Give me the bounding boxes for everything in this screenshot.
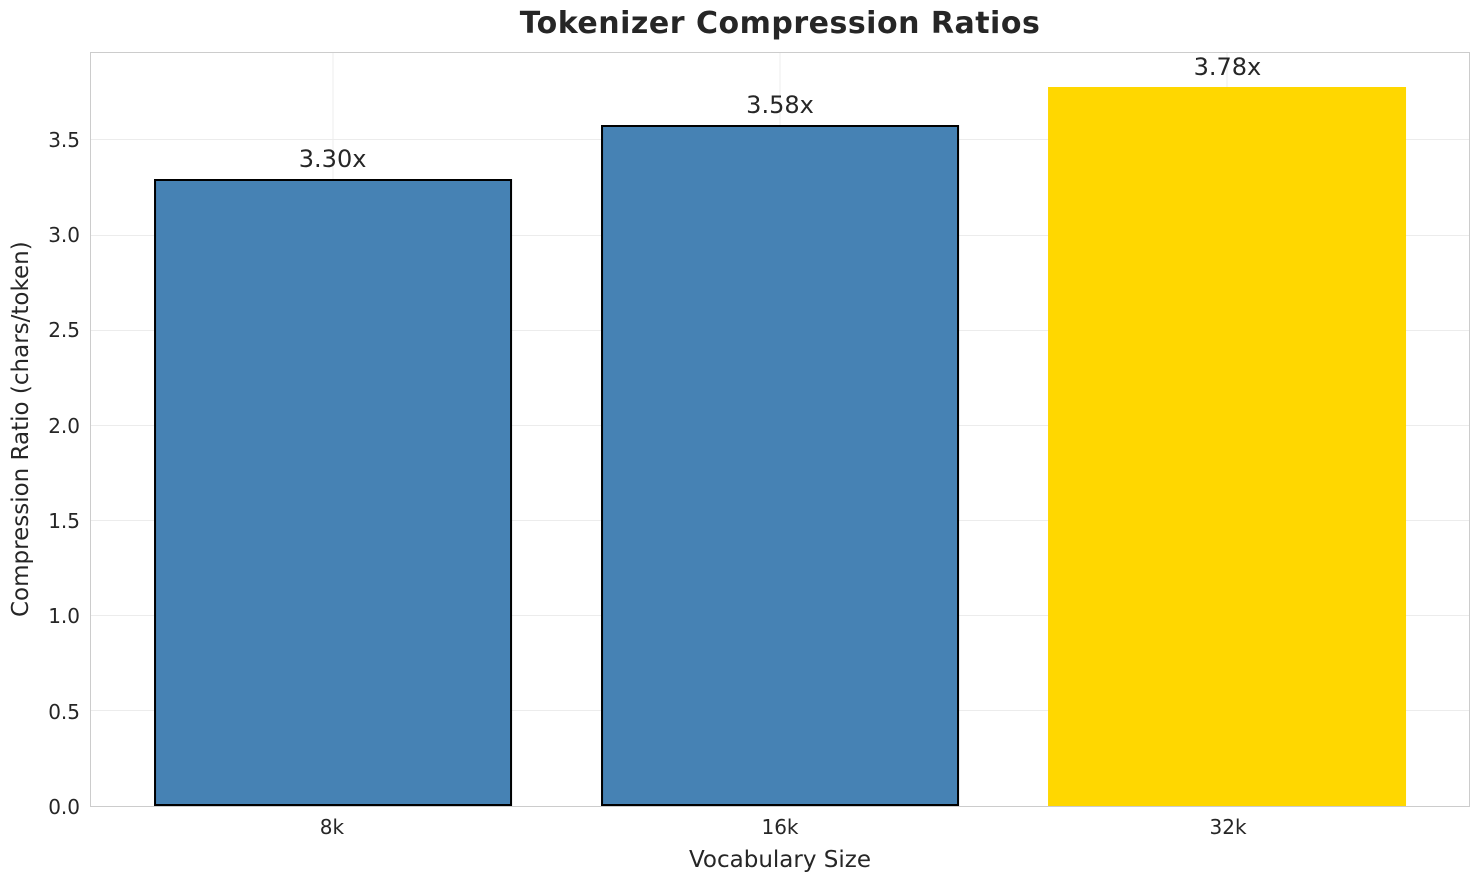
x-axis-label: Vocabulary Size: [688, 847, 871, 873]
y-tick-label: 2.5: [48, 318, 80, 343]
bar-16k: [601, 125, 959, 806]
y-tick-label: 0.5: [48, 699, 80, 724]
y-tick-label: 1.0: [48, 604, 80, 629]
bar-8k: [153, 178, 512, 806]
x-tick-label: 8k: [319, 815, 345, 839]
y-tick-label: 2.0: [48, 413, 80, 438]
y-tick-label: 3.5: [48, 127, 80, 152]
bar-value-label: 3.58x: [746, 91, 814, 120]
bar-value-label: 3.30x: [298, 144, 367, 173]
bar-32k: [1048, 87, 1407, 806]
y-tick-label: 1.5: [48, 509, 80, 534]
plot-area: 3.30x 3.58x 3.78x: [90, 52, 1470, 807]
chart-title: Tokenizer Compression Ratios: [519, 6, 1041, 41]
x-tick-label: 16k: [761, 815, 799, 839]
x-tick-label: 32k: [1209, 815, 1247, 839]
x-axis-tick-labels: 8k 16k 32k: [90, 815, 1470, 843]
y-tick-label: 0.0: [48, 795, 80, 819]
bar-value-label: 3.78x: [1193, 53, 1262, 82]
y-axis-tick-labels: 0.0 0.5 1.0 1.5 2.0 2.5 3.0 3.5: [0, 52, 80, 817]
y-tick-label: 3.0: [48, 223, 80, 248]
